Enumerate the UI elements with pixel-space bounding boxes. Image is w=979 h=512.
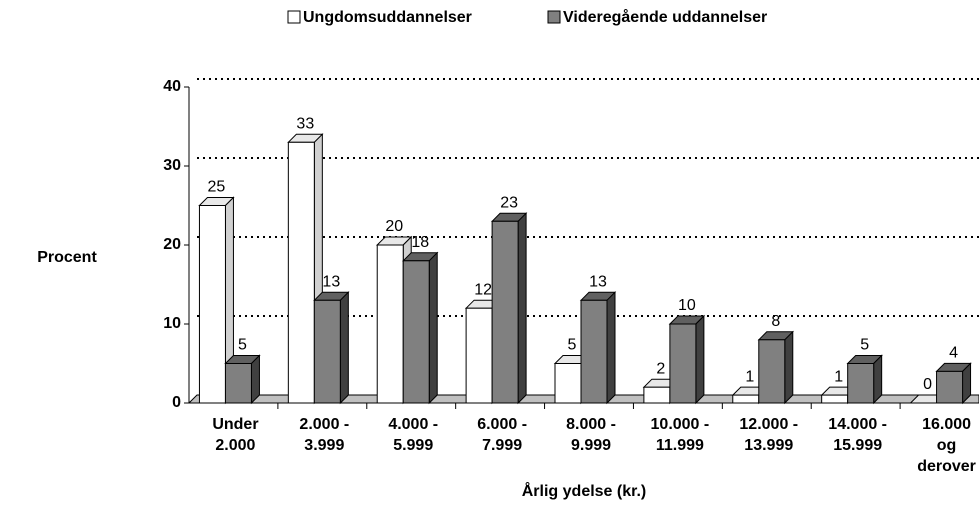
bar bbox=[936, 370, 964, 404]
bar bbox=[732, 394, 760, 404]
bar bbox=[554, 363, 582, 404]
bar-group bbox=[313, 291, 350, 405]
data-label: 23 bbox=[500, 195, 518, 212]
bar-side bbox=[517, 212, 527, 405]
legend-label: Videregående uddannelser bbox=[563, 8, 767, 26]
legend-swatch bbox=[287, 10, 301, 24]
data-label: 33 bbox=[296, 116, 314, 133]
bar bbox=[643, 386, 671, 404]
data-label: 5 bbox=[238, 337, 247, 354]
bar-side bbox=[250, 354, 260, 405]
data-label: 10 bbox=[678, 297, 696, 314]
bar-group bbox=[402, 251, 439, 405]
bar-side bbox=[873, 354, 883, 405]
bar bbox=[847, 363, 875, 404]
data-label: 13 bbox=[322, 274, 340, 291]
bar-group bbox=[935, 362, 972, 405]
bar bbox=[491, 220, 519, 404]
bar-group bbox=[490, 212, 528, 405]
x-tick-label: 14.000 -15.999 bbox=[828, 416, 887, 454]
data-label: 1 bbox=[745, 368, 754, 385]
y-tick-label: 0 bbox=[172, 394, 181, 411]
data-label: 1 bbox=[834, 368, 843, 385]
bar bbox=[669, 323, 697, 404]
data-label: 13 bbox=[589, 274, 607, 291]
x-tick-label: 16.000 og derover bbox=[917, 416, 976, 475]
bar bbox=[313, 299, 341, 404]
data-label: 18 bbox=[411, 234, 429, 251]
bar-group bbox=[579, 291, 617, 405]
bar-group bbox=[846, 354, 883, 405]
data-label: 20 bbox=[385, 218, 403, 235]
y-tick-label: 40 bbox=[163, 78, 181, 95]
x-tick-label: 6.000 -7.999 bbox=[477, 416, 527, 454]
legend-swatch bbox=[547, 10, 561, 24]
bar bbox=[376, 244, 404, 404]
bar-group bbox=[198, 196, 235, 405]
data-label: 4 bbox=[949, 345, 958, 362]
x-tick-label: 2.000 -3.999 bbox=[299, 416, 349, 454]
data-label: 5 bbox=[860, 337, 869, 354]
bar-group bbox=[668, 314, 706, 405]
bar-side bbox=[606, 291, 616, 405]
x-tick-label: 12.000 -13.999 bbox=[739, 416, 798, 454]
bar bbox=[287, 141, 315, 404]
y-tick-label: 30 bbox=[163, 157, 181, 174]
bar-group bbox=[757, 330, 794, 405]
bar bbox=[821, 394, 849, 404]
bar bbox=[224, 363, 252, 404]
data-label: 0 bbox=[923, 376, 932, 393]
bar-group bbox=[224, 354, 261, 405]
data-label: 2 bbox=[656, 360, 665, 377]
bar bbox=[580, 299, 608, 404]
x-tick-label: 4.000 -5.999 bbox=[388, 416, 438, 454]
data-label: 12 bbox=[474, 281, 492, 298]
y-axis-label: Procent bbox=[37, 249, 97, 266]
x-axis-label: Årlig ydelse (kr.) bbox=[522, 481, 647, 500]
bar-side bbox=[695, 314, 705, 405]
x-tick-label: 8.000 -9.999 bbox=[566, 416, 616, 454]
bar-side bbox=[428, 251, 438, 405]
bar bbox=[465, 307, 493, 404]
data-label: 8 bbox=[771, 313, 780, 330]
bar bbox=[402, 260, 430, 404]
y-tick-label: 20 bbox=[163, 236, 181, 253]
data-label: 25 bbox=[208, 179, 226, 196]
x-tick-label: 10.000 -11.999 bbox=[651, 416, 710, 454]
bar bbox=[198, 205, 226, 404]
legend-label: Ungdomsuddannelser bbox=[303, 9, 472, 26]
bar-side bbox=[339, 291, 349, 405]
bar bbox=[758, 339, 786, 404]
bar-side bbox=[784, 330, 794, 405]
data-label: 5 bbox=[568, 337, 577, 354]
x-tick-label: Under 2.000 bbox=[212, 416, 258, 454]
y-tick-label: 10 bbox=[163, 315, 181, 332]
